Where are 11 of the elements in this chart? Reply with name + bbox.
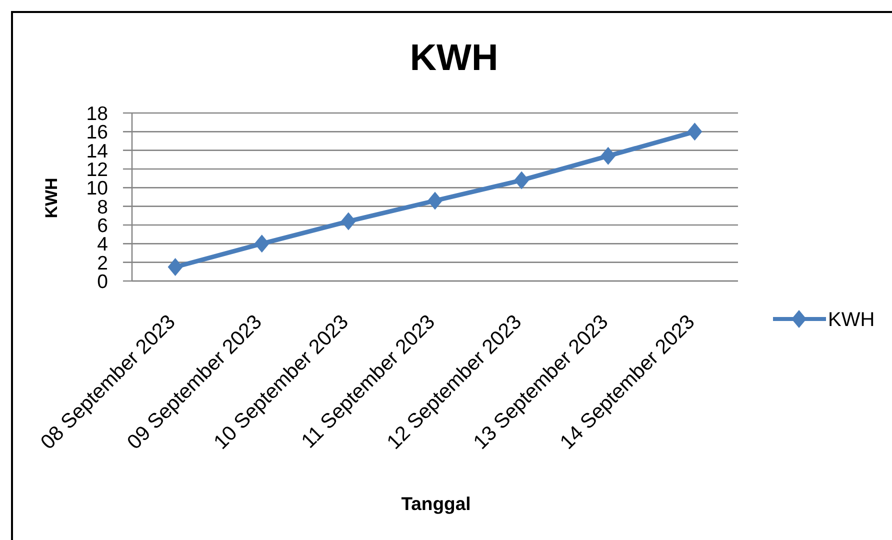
chart-title: KWH (410, 37, 498, 78)
point (340, 212, 356, 230)
point (168, 258, 183, 276)
point (428, 192, 442, 210)
point (514, 171, 530, 190)
point (600, 146, 616, 165)
y-axis-title: KWH (42, 178, 61, 218)
legend-label: KWH (828, 309, 875, 332)
x-axis-title: Tanggal (401, 493, 471, 514)
point (687, 122, 702, 141)
point (254, 234, 270, 253)
